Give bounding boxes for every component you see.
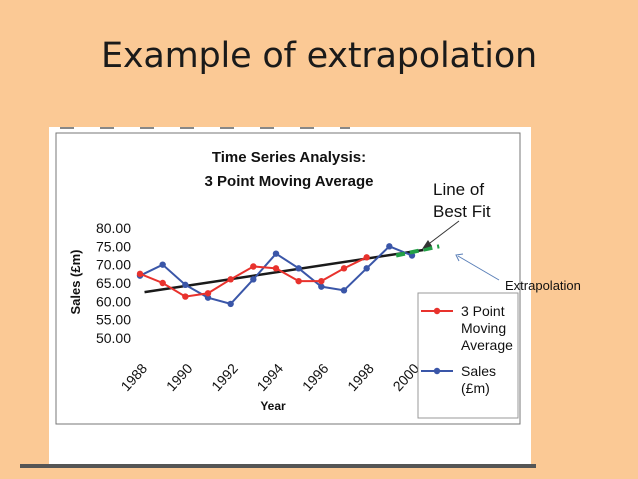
legend-label: Sales — [461, 363, 496, 379]
legend-label: Moving — [461, 320, 506, 336]
x-tick-label: 1998 — [344, 360, 377, 394]
legend-label: Average — [461, 337, 513, 353]
trendline-arrow — [425, 220, 460, 247]
slide-title: Example of extrapolation — [100, 36, 538, 76]
x-tick-label: 1990 — [163, 360, 196, 394]
data-point — [272, 265, 280, 272]
legend-label: (£m) — [461, 380, 490, 396]
x-tick-label: 1988 — [117, 360, 150, 394]
data-point — [250, 276, 257, 283]
data-point — [204, 290, 212, 297]
trendline-label: Line of — [433, 180, 484, 199]
data-point — [227, 276, 234, 283]
trendline-arrowhead — [422, 240, 432, 249]
y-tick-label: 80.00 — [96, 220, 131, 236]
x-axis-label: Year — [260, 399, 286, 413]
x-tick-label: 1992 — [208, 360, 241, 394]
data-point — [363, 265, 370, 272]
y-tick-label: 75.00 — [96, 238, 131, 254]
y-axis-label: Sales (£m) — [68, 249, 83, 314]
data-point — [295, 277, 302, 285]
data-point — [204, 294, 212, 301]
data-point — [340, 287, 348, 294]
data-point — [340, 265, 348, 272]
data-point — [295, 265, 302, 272]
y-tick-label: 55.00 — [96, 312, 131, 328]
y-tick-label: 65.00 — [96, 275, 131, 291]
data-point — [227, 300, 234, 308]
x-tick-label: 2000 — [389, 360, 422, 394]
extrapolation-label: Extrapolation — [505, 278, 581, 293]
extrapolation-line — [395, 244, 440, 258]
y-tick-label: 70.00 — [96, 257, 131, 273]
chart-title: Time Series Analysis: — [212, 149, 366, 166]
legend-label: 3 Point — [461, 303, 505, 319]
legend-box — [417, 292, 519, 419]
trend-line — [144, 248, 424, 294]
data-point — [318, 277, 325, 285]
data-point — [182, 293, 189, 300]
extrapolation-arrow — [457, 255, 500, 281]
data-point — [250, 263, 257, 270]
y-tick-label: 50.00 — [96, 330, 131, 346]
data-point — [182, 281, 189, 289]
legend-swatch-marker — [433, 307, 441, 315]
data-point — [136, 270, 144, 278]
trendline-label: Best Fit — [433, 202, 491, 221]
y-tick-label: 60.00 — [96, 293, 131, 309]
data-point — [159, 279, 166, 287]
x-tick-label: 1994 — [253, 360, 286, 394]
data-point — [318, 283, 325, 290]
divider — [20, 464, 536, 468]
data-point — [159, 261, 166, 268]
chart-subtitle: 3 Point Moving Average — [205, 173, 374, 190]
data-point — [363, 254, 370, 261]
legend-swatch-marker — [433, 367, 441, 375]
data-point — [386, 243, 393, 250]
x-tick-label: 1996 — [299, 360, 332, 394]
chart-frame — [55, 132, 521, 425]
extrapolation-arrowhead — [455, 253, 464, 262]
data-point — [272, 250, 280, 257]
